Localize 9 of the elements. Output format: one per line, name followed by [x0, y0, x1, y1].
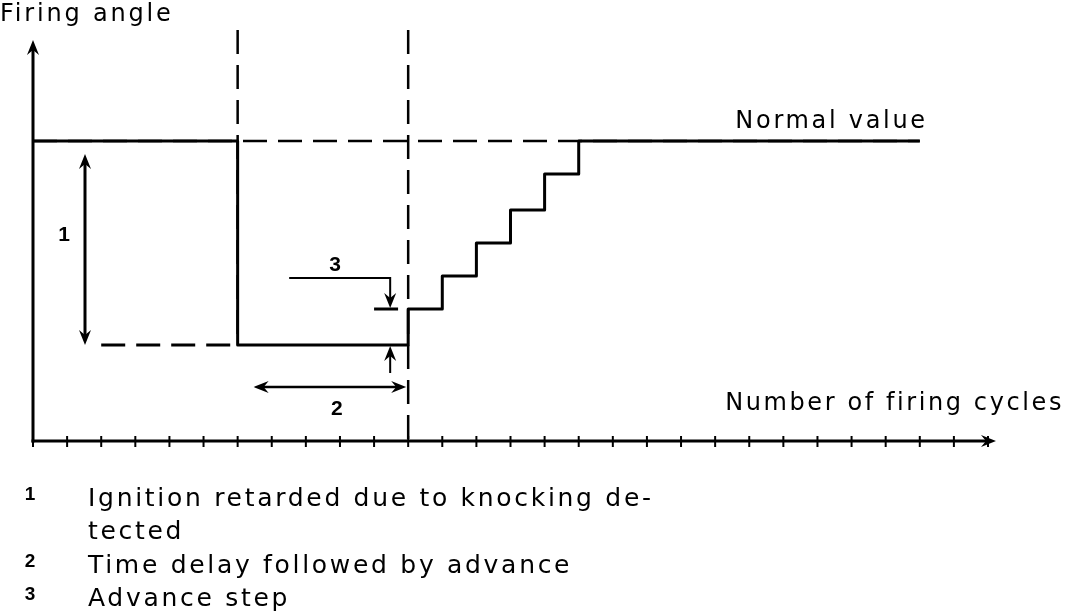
text: 3 Advance step: [24, 582, 291, 612]
ref-line-label: Normal value: [735, 106, 928, 134]
annotation: 2: [331, 396, 343, 419]
text: 2 Time delay followed by advance: [24, 549, 573, 579]
annotation: 3: [329, 252, 342, 275]
text: 1 Ignition retarded due to knocking de- tected: [24, 483, 654, 546]
x-axis-title: Number of firing cycles: [725, 388, 1064, 416]
annotation: 1: [58, 221, 71, 245]
y-axis-title: Firing angle: [0, 0, 174, 27]
